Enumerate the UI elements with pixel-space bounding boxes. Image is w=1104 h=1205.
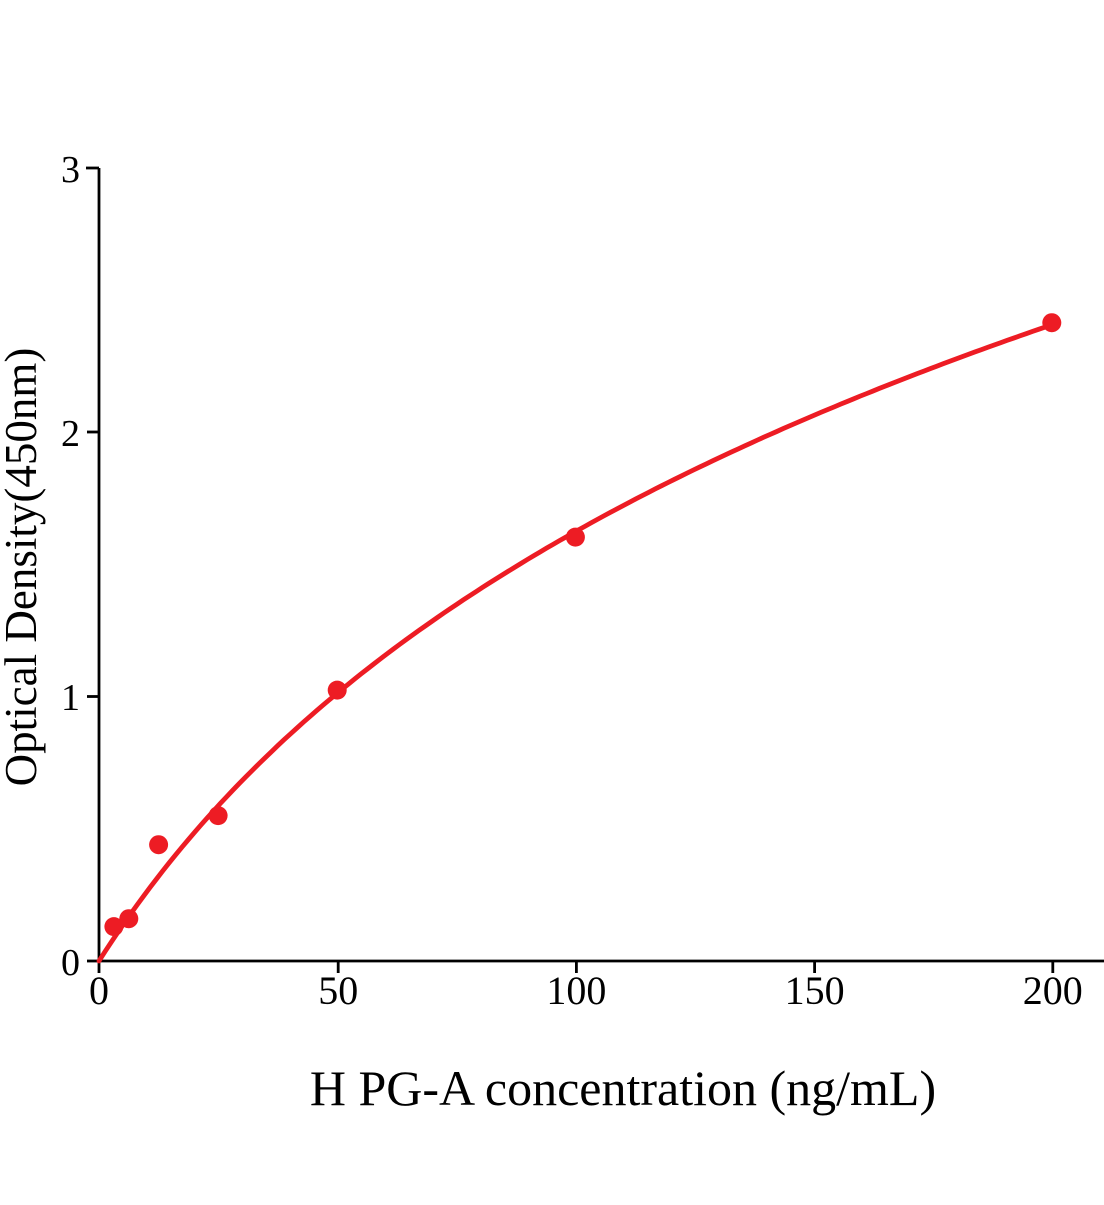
svg-text:3: 3 — [61, 149, 80, 191]
svg-text:200: 200 — [1023, 968, 1083, 1013]
svg-text:H PG-A concentration (ng/mL): H PG-A concentration (ng/mL) — [310, 1060, 936, 1116]
svg-text:2: 2 — [61, 413, 80, 455]
svg-text:1: 1 — [61, 677, 80, 719]
svg-text:100: 100 — [546, 968, 606, 1013]
svg-text:50: 50 — [318, 968, 358, 1013]
svg-text:0: 0 — [89, 968, 109, 1013]
svg-text:0: 0 — [61, 942, 80, 984]
svg-text:Optical Density(450nm): Optical Density(450nm) — [0, 348, 46, 787]
svg-text:150: 150 — [785, 968, 845, 1013]
